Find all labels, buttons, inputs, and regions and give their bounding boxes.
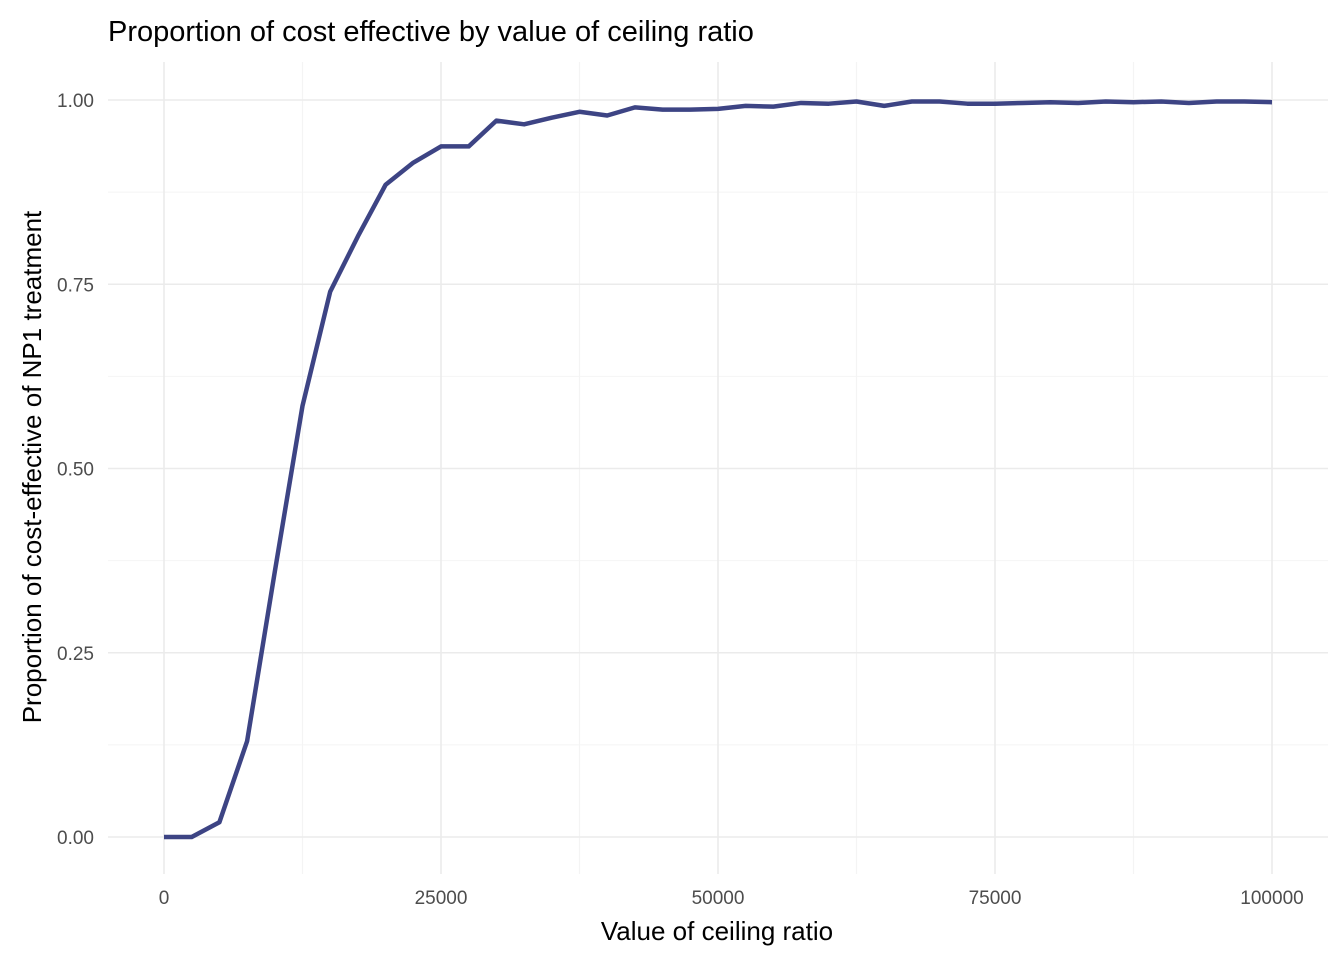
y-tick-label: 0.50 xyxy=(57,460,94,481)
x-tick-label: 50000 xyxy=(692,888,745,909)
series-line xyxy=(164,99,1273,840)
tick-labels: 0 25000 50000 75000 100000 0.00 0.25 0.50 0.75 1.… xyxy=(57,91,1304,909)
x-tick-label: 25000 xyxy=(415,888,468,909)
y-axis-title: Proportion of cost-effective of NP1 trea… xyxy=(17,210,47,723)
x-tick-label: 75000 xyxy=(969,888,1022,909)
y-tick-label: 1.00 xyxy=(57,91,94,112)
x-tick-label: 0 xyxy=(159,888,170,909)
y-tick-label: 0.25 xyxy=(57,644,94,665)
y-tick-label: 0.75 xyxy=(57,275,94,296)
x-axis-title: Value of ceiling ratio xyxy=(601,916,833,946)
gridlines xyxy=(108,62,1328,874)
x-tick-label: 100000 xyxy=(1240,888,1303,909)
series-layer xyxy=(164,99,1273,840)
chart-title: Proportion of cost effective by value of… xyxy=(108,16,754,48)
y-tick-label: 0.00 xyxy=(57,828,94,849)
